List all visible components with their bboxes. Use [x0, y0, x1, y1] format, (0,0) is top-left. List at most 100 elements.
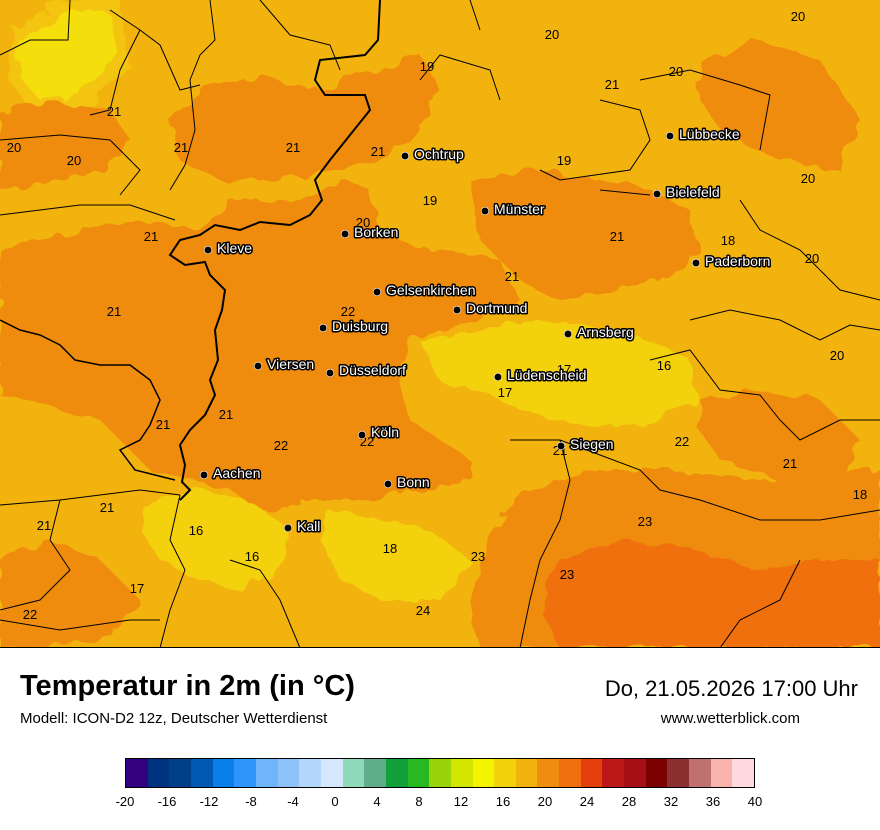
color-swatch — [299, 759, 321, 787]
temp-label: 22 — [341, 304, 355, 319]
color-swatch — [515, 759, 538, 787]
temp-label: 18 — [721, 233, 735, 248]
color-scale-tick-label: 4 — [373, 794, 381, 809]
temp-label: 21 — [286, 140, 300, 155]
temp-label: 21 — [219, 407, 233, 422]
city-label: Lübbecke — [679, 126, 740, 142]
temp-label: 21 — [37, 518, 51, 533]
temp-label: 21 — [156, 417, 170, 432]
color-swatch — [732, 759, 755, 787]
color-swatch — [537, 759, 560, 787]
temp-label: 16 — [657, 358, 671, 373]
color-scale-tick-label: 36 — [705, 794, 721, 809]
color-swatch — [407, 759, 430, 787]
temp-label: 21 — [610, 229, 624, 244]
temp-label: 21 — [505, 269, 519, 284]
city-label: Bielefeld — [666, 184, 720, 200]
city-ochtrup: Ochtrup — [400, 145, 466, 164]
color-swatch — [667, 759, 690, 787]
temp-label: 21 — [107, 304, 121, 319]
color-scale-tick-label: -20 — [115, 794, 135, 809]
temperature-area-21-se — [700, 390, 860, 480]
color-swatch — [559, 759, 581, 787]
city-luedenscheid: Lüdenscheid — [493, 366, 588, 385]
map-footer: Temperatur in 2m (in °C) Modell: ICON-D2… — [0, 648, 880, 830]
temp-label: 16 — [189, 523, 203, 538]
city-muenster: Münster — [480, 200, 546, 219]
city-label: Dortmund — [466, 300, 527, 316]
city-markers: Ochtrup Lübbecke Bielefeld Münster Borke… — [199, 125, 772, 536]
city-label: Aachen — [213, 465, 260, 481]
color-scale-tick-label: -16 — [157, 794, 177, 809]
temp-label: 21 — [371, 144, 385, 159]
temp-label: 18 — [853, 487, 867, 502]
color-swatch — [147, 759, 170, 787]
temp-label: 20 — [830, 348, 844, 363]
color-swatch — [212, 759, 235, 787]
temperature-area-21-nw — [0, 100, 130, 190]
temperature-area-21-west — [0, 180, 520, 510]
temp-label: 19 — [423, 193, 437, 208]
color-swatch — [385, 759, 408, 787]
color-swatch — [169, 759, 191, 787]
city-aachen: Aachen — [199, 464, 262, 483]
temperature-area-17-eifel — [140, 490, 290, 590]
temperature-area-23-sw — [0, 540, 140, 648]
color-swatch — [624, 759, 646, 787]
temp-label: 21 — [783, 456, 797, 471]
color-scale-tick-label: 40 — [747, 794, 763, 809]
temperature-area-24 — [540, 540, 880, 648]
color-scale-tick-label: 32 — [663, 794, 679, 809]
temp-label: 21 — [107, 104, 121, 119]
city-label: Gelsenkirchen — [386, 282, 476, 298]
temp-label: 21 — [174, 140, 188, 155]
temp-label: 20 — [801, 171, 815, 186]
color-swatch — [364, 759, 386, 787]
temp-label: 20 — [805, 251, 819, 266]
border-netherlands-belgium — [0, 319, 176, 481]
city-kleve: Kleve — [203, 239, 254, 258]
national-border — [168, 0, 381, 501]
color-swatch — [580, 759, 603, 787]
temp-label: 20 — [7, 140, 21, 155]
color-scale-tick-label: -12 — [199, 794, 219, 809]
website-link[interactable]: www.wetterblick.com — [660, 710, 800, 727]
color-scale-tick-label: 12 — [453, 794, 469, 809]
model-source: Modell: ICON-D2 12z, Deutscher Wetterdie… — [20, 710, 328, 727]
temp-label: 20 — [669, 64, 683, 79]
color-swatch — [190, 759, 213, 787]
temp-label: 21 — [725, 126, 739, 141]
color-scale-ticks: -20 -16 -12 -8 -4 0 4 8 12 16 20 24 28 32 36 40 — [0, 794, 880, 814]
color-swatch — [689, 759, 711, 787]
temp-label: 20 — [356, 215, 370, 230]
color-swatch — [234, 759, 256, 787]
temperature-area-17-south — [320, 510, 470, 600]
color-swatch — [277, 759, 300, 787]
city-viersen: Viersen — [253, 355, 316, 374]
city-borken: Borken — [340, 223, 400, 242]
city-paderborn: Paderborn — [691, 252, 772, 271]
temperature-area-21-east — [700, 40, 860, 170]
color-swatch — [342, 759, 365, 787]
city-label: Borken — [354, 224, 398, 240]
temp-label: 21 — [144, 229, 158, 244]
city-gelsenkirchen: Gelsenkirchen — [372, 281, 477, 300]
color-scale-bar — [125, 758, 755, 788]
color-scale-tick-label: 24 — [579, 794, 595, 809]
temp-label: 17 — [130, 581, 144, 596]
temp-label: 21 — [100, 500, 114, 515]
color-swatch — [494, 759, 516, 787]
city-koeln: Köln — [357, 423, 401, 442]
color-swatch — [645, 759, 668, 787]
color-swatch — [472, 759, 495, 787]
city-label: Kall — [297, 518, 320, 534]
temp-label: 23 — [471, 549, 485, 564]
temp-label: 17 — [498, 385, 512, 400]
temperature-map: 20 20 19 20 21 21 21 20 21 20 19 19 21 2… — [0, 0, 880, 649]
forecast-datetime: Do, 21.05.2026 17:00 Uhr — [604, 676, 858, 701]
temperature-area-17 — [10, 0, 130, 110]
color-swatch — [602, 759, 625, 787]
city-bonn: Bonn — [383, 473, 431, 492]
city-bielefeld: Bielefeld — [652, 183, 721, 202]
temp-label: 24 — [416, 603, 430, 618]
